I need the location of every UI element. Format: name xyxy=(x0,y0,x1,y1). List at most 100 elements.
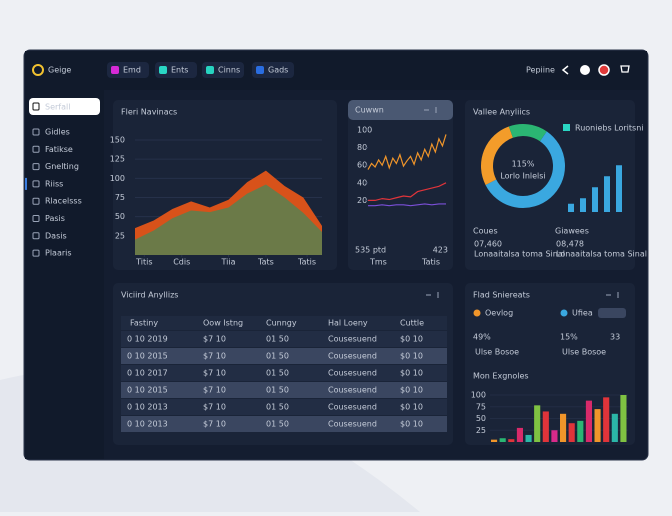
y-tick-label: 150 xyxy=(110,136,125,145)
annotation: 535 ptd xyxy=(355,246,386,255)
stat-label: Ufiea xyxy=(572,309,593,318)
x-label: Tms xyxy=(369,258,387,267)
nav-item: Fatikse xyxy=(45,145,73,154)
toggle[interactable] xyxy=(598,308,626,318)
bar xyxy=(551,430,558,442)
brand: Geige xyxy=(48,66,71,75)
nav-item: Plaaris xyxy=(45,249,72,258)
donut-segment xyxy=(508,124,547,142)
table-row[interactable] xyxy=(121,382,447,398)
chart-title: Cuwwn xyxy=(355,106,384,115)
bar xyxy=(568,203,574,212)
bar xyxy=(616,165,622,212)
y-tick-label: 60 xyxy=(357,161,367,170)
table-row[interactable] xyxy=(121,416,447,432)
table-cell: Cousesuend xyxy=(328,403,377,412)
y-tick-label: 25 xyxy=(476,426,486,435)
table-cell: $0 10 xyxy=(400,335,423,344)
bar xyxy=(499,438,506,442)
panel-icon[interactable] xyxy=(606,292,619,298)
nav-icon xyxy=(32,232,40,240)
stat-extra: 33 xyxy=(610,333,620,342)
y-tick-label: 50 xyxy=(115,212,125,221)
table-cell: 01 50 xyxy=(266,386,289,395)
bar xyxy=(592,187,598,212)
y-tick-label: 50 xyxy=(476,414,486,423)
avatar[interactable] xyxy=(598,64,610,76)
table-row[interactable] xyxy=(121,365,447,381)
table-cell: $7 10 xyxy=(203,352,226,361)
stat-value: 49% xyxy=(473,333,491,342)
table-cell: $0 10 xyxy=(400,352,423,361)
tab-label: Gads xyxy=(268,66,288,75)
nav-icon xyxy=(32,249,40,257)
search-icon xyxy=(32,102,40,111)
y-tick-label: 125 xyxy=(110,155,125,164)
table-header-cell: Cuttle xyxy=(400,319,424,328)
table-header-cell: Cunngy xyxy=(266,319,297,328)
brand-logo xyxy=(32,64,44,76)
bar xyxy=(560,413,567,442)
table-cell: 0 10 2015 xyxy=(127,386,168,395)
tab-label: Cinns xyxy=(218,66,240,75)
panel-icon[interactable] xyxy=(426,292,439,298)
bar xyxy=(611,413,618,442)
table-cell: $7 10 xyxy=(203,420,226,429)
tab-icon xyxy=(206,66,214,74)
bar xyxy=(525,434,532,442)
stat-sub: Ulse Bosoe xyxy=(475,348,519,357)
table-cell: $0 10 xyxy=(400,369,423,378)
table-row[interactable] xyxy=(121,399,447,415)
back-icon[interactable] xyxy=(561,65,569,75)
panel xyxy=(348,100,453,270)
table-row[interactable] xyxy=(121,348,447,364)
table-cell: $0 10 xyxy=(400,386,423,395)
tab[interactable] xyxy=(202,62,244,78)
search-button[interactable] xyxy=(29,98,100,115)
bar xyxy=(585,400,592,442)
panel-icon[interactable] xyxy=(424,107,437,113)
cart-icon[interactable] xyxy=(620,65,630,73)
stat-value: 08,478 xyxy=(556,240,584,249)
table-cell: $7 10 xyxy=(203,386,226,395)
tab-icon xyxy=(159,66,167,74)
y-tick-label: 80 xyxy=(357,143,367,152)
table-title: Viciird Anyllizs xyxy=(121,291,178,300)
table-row[interactable] xyxy=(121,331,447,347)
tab[interactable] xyxy=(252,62,294,78)
bar xyxy=(604,176,610,212)
stat-dot xyxy=(473,309,481,317)
tab[interactable] xyxy=(155,62,197,78)
donut-segment xyxy=(481,126,514,185)
table-cell: Cousesuend xyxy=(328,352,377,361)
x-tick-label: Titis xyxy=(135,258,152,267)
chart-title: Mon Exgnoles xyxy=(473,372,529,381)
nav-item: Pasis xyxy=(45,214,65,223)
x-tick-label: Tats xyxy=(257,258,274,267)
bar xyxy=(542,411,549,442)
nav-item: Gnelting xyxy=(45,162,79,171)
table-header-cell: Fastiny xyxy=(130,319,158,328)
clock-icon[interactable] xyxy=(580,65,590,75)
x-tick-label: Cdis xyxy=(173,258,190,267)
table-header-cell: Oow Istng xyxy=(203,319,243,328)
active-marker xyxy=(25,177,27,190)
legend-swatch xyxy=(563,124,570,131)
nav-icon xyxy=(32,197,40,205)
search-label: Serfall xyxy=(45,103,70,112)
bar xyxy=(577,420,584,442)
chart-title: Vallee Anyliics xyxy=(473,108,530,117)
legend-label: Ruoniebs Loritsni xyxy=(575,124,644,133)
stat-dot xyxy=(560,309,568,317)
bar xyxy=(594,409,601,442)
table-cell: Cousesuend xyxy=(328,369,377,378)
stat-value: 07,460 xyxy=(474,240,502,249)
y-tick-label: 25 xyxy=(115,231,125,240)
tab-label: Emd xyxy=(123,66,141,75)
panel-title: Flad Sniereats xyxy=(473,291,530,300)
line xyxy=(367,134,447,170)
bar xyxy=(620,395,627,442)
tab[interactable] xyxy=(107,62,149,78)
stat-sub: Ulse Bosoe xyxy=(562,348,606,357)
table-cell: 01 50 xyxy=(266,352,289,361)
